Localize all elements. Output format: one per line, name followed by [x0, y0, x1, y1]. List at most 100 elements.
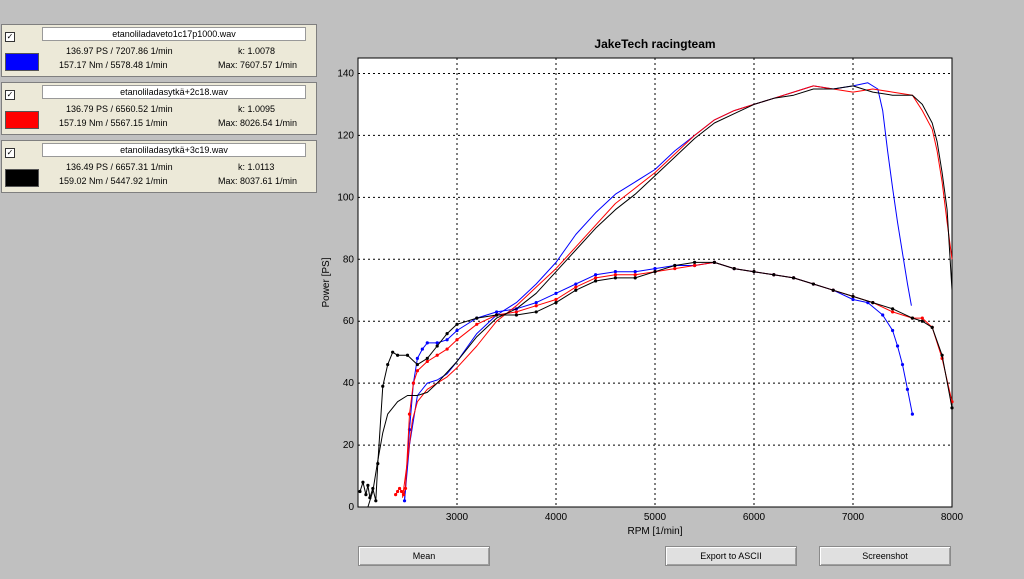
- data-point: [811, 282, 815, 286]
- data-point: [851, 294, 855, 299]
- data-point: [881, 313, 885, 317]
- run-torque-value: 159.02 Nm / 5447.92 1/min: [59, 176, 168, 186]
- data-point: [831, 288, 835, 292]
- data-point: [425, 356, 429, 360]
- data-point: [514, 310, 518, 314]
- data-point: [752, 270, 756, 274]
- x-tick-label: 5000: [644, 512, 667, 523]
- data-point: [386, 362, 390, 367]
- x-tick-label: 4000: [545, 512, 568, 523]
- y-tick-label: 100: [337, 192, 354, 203]
- run-k-factor: k: 1.0095: [238, 104, 276, 114]
- data-point: [633, 270, 637, 274]
- data-point: [673, 266, 677, 271]
- data-point: [455, 328, 459, 333]
- data-point: [381, 384, 385, 388]
- data-point: [633, 273, 637, 277]
- data-point: [693, 263, 697, 268]
- data-point: [475, 322, 479, 326]
- data-point: [900, 362, 905, 367]
- data-point: [514, 313, 518, 317]
- data-point: [415, 362, 419, 367]
- data-point: [396, 489, 400, 494]
- run-k-factor: k: 1.0078: [238, 46, 276, 56]
- x-tick-label: 7000: [842, 512, 865, 523]
- data-point: [495, 310, 499, 314]
- data-point: [866, 301, 870, 305]
- chart-title: JakeTech racingteam: [594, 37, 716, 51]
- data-point: [405, 353, 410, 357]
- data-point: [653, 270, 657, 274]
- y-tick-label: 40: [343, 378, 355, 389]
- data-point: [397, 486, 402, 491]
- data-point: [920, 316, 924, 320]
- data-point: [613, 273, 617, 277]
- data-point: [366, 483, 370, 487]
- data-point: [402, 499, 407, 503]
- data-point: [554, 297, 558, 302]
- data-point: [358, 489, 362, 494]
- data-point: [415, 369, 419, 373]
- data-point: [435, 344, 439, 348]
- data-point: [871, 301, 875, 305]
- data-point: [851, 297, 855, 302]
- x-axis-label: RPM [1/min]: [627, 526, 682, 537]
- run-power-value: 136.79 PS / 6560.52 1/min: [66, 104, 173, 114]
- data-point: [594, 273, 598, 277]
- data-point: [930, 325, 934, 329]
- data-point: [891, 307, 895, 311]
- data-point: [554, 291, 558, 295]
- data-point: [712, 260, 716, 264]
- data-point: [399, 489, 404, 494]
- data-point: [910, 316, 915, 320]
- run-color-swatch[interactable]: [5, 169, 39, 187]
- data-point: [653, 266, 657, 271]
- run-color-swatch[interactable]: [5, 111, 39, 129]
- data-point: [594, 276, 598, 280]
- data-point: [445, 331, 449, 336]
- run-filename: etanoliladasytkä+2c18.wav: [42, 85, 306, 99]
- data-point: [401, 493, 406, 497]
- data-point: [891, 328, 895, 333]
- y-tick-label: 140: [337, 68, 354, 79]
- data-point: [411, 381, 416, 385]
- data-point: [435, 353, 439, 357]
- data-point: [673, 263, 677, 268]
- run-checkbox[interactable]: ✓: [5, 148, 15, 158]
- data-point: [732, 266, 736, 271]
- data-point: [425, 341, 429, 345]
- data-point: [534, 301, 538, 305]
- run-panel-3: ✓ etanoliladasytkä+3c19.wav 136.49 PS / …: [1, 140, 317, 193]
- run-power-value: 136.49 PS / 6657.31 1/min: [66, 162, 173, 172]
- data-point: [420, 347, 424, 351]
- export-ascii-button[interactable]: Export to ASCII: [665, 546, 797, 566]
- data-point: [613, 276, 617, 280]
- data-point: [792, 276, 796, 280]
- data-point: [445, 338, 449, 342]
- data-point: [374, 499, 378, 503]
- screenshot-button[interactable]: Screenshot: [819, 546, 951, 566]
- run-checkbox[interactable]: ✓: [5, 32, 15, 42]
- y-tick-label: 60: [343, 316, 355, 327]
- data-point: [368, 496, 372, 500]
- data-point: [534, 304, 538, 308]
- data-point: [455, 338, 459, 342]
- data-point: [772, 273, 776, 277]
- power-chart: 3000 4000 5000 6000 7000 8000 0 20 40 60 80 100 120 1…: [321, 57, 964, 537]
- data-point: [361, 480, 365, 484]
- y-tick-label: 0: [348, 502, 354, 513]
- data-point: [396, 353, 400, 357]
- mean-button[interactable]: Mean: [358, 546, 490, 566]
- y-tick-label: 20: [343, 440, 355, 451]
- data-point: [574, 288, 578, 292]
- data-point: [391, 350, 395, 354]
- data-point: [891, 310, 895, 314]
- data-point: [940, 353, 944, 357]
- run-checkbox[interactable]: ✓: [5, 90, 15, 100]
- data-point: [445, 347, 449, 351]
- run-color-swatch[interactable]: [5, 53, 39, 71]
- y-axis-label: Power [PS]: [321, 257, 332, 307]
- data-point: [905, 387, 910, 391]
- data-point: [435, 341, 439, 345]
- run-panel-1: ✓ etanoliladaveto1c17p1000.wav 136.97 PS…: [1, 24, 317, 77]
